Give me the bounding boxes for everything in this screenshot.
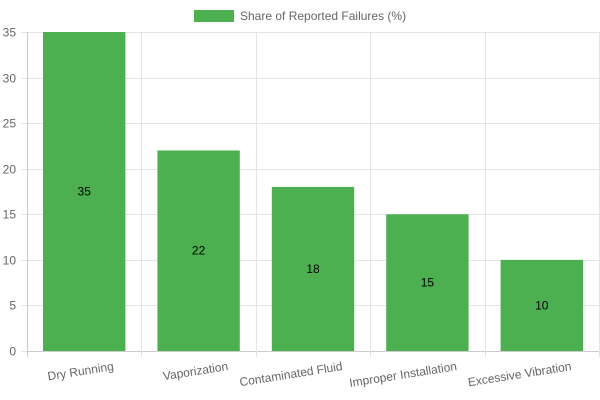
data-label: 22 <box>192 244 206 258</box>
data-label: 35 <box>78 185 92 199</box>
y-tick-label: 20 <box>3 163 17 177</box>
y-tick-label: 35 <box>3 26 17 40</box>
x-axis-labels: Dry Running Vaporization Contaminated Flui… <box>47 359 573 390</box>
bar-2[interactable] <box>271 186 355 351</box>
x-category-label: Improper Installation <box>348 359 458 390</box>
bar-3[interactable] <box>386 214 469 351</box>
legend-label: Share of Reported Failures (%) <box>240 9 406 23</box>
y-tick-label: 25 <box>3 117 17 131</box>
x-category-label: Excessive Vibration <box>467 359 572 389</box>
data-label: 10 <box>535 298 549 312</box>
y-tick-label: 15 <box>3 208 17 222</box>
data-label: 15 <box>421 276 435 290</box>
y-tick-label: 30 <box>3 72 17 86</box>
data-label: 18 <box>306 262 320 276</box>
x-category-label: Dry Running <box>47 359 115 383</box>
legend-swatch <box>194 10 234 22</box>
bars <box>43 32 583 351</box>
x-category-label: Vaporization <box>162 359 229 383</box>
x-category-label: Contaminated Fluid <box>238 359 343 389</box>
bar-0[interactable] <box>43 32 126 351</box>
y-tick-label: 0 <box>9 345 16 359</box>
legend[interactable]: Share of Reported Failures (%) <box>194 9 406 23</box>
y-tick-label: 10 <box>3 254 17 268</box>
data-labels: 35 22 18 15 10 <box>78 185 549 313</box>
y-axis-ticks: 0 5 10 15 20 25 30 35 <box>3 26 17 359</box>
y-tick-label: 5 <box>9 299 16 313</box>
bar-1[interactable] <box>157 150 240 351</box>
bar-4[interactable] <box>500 259 583 351</box>
